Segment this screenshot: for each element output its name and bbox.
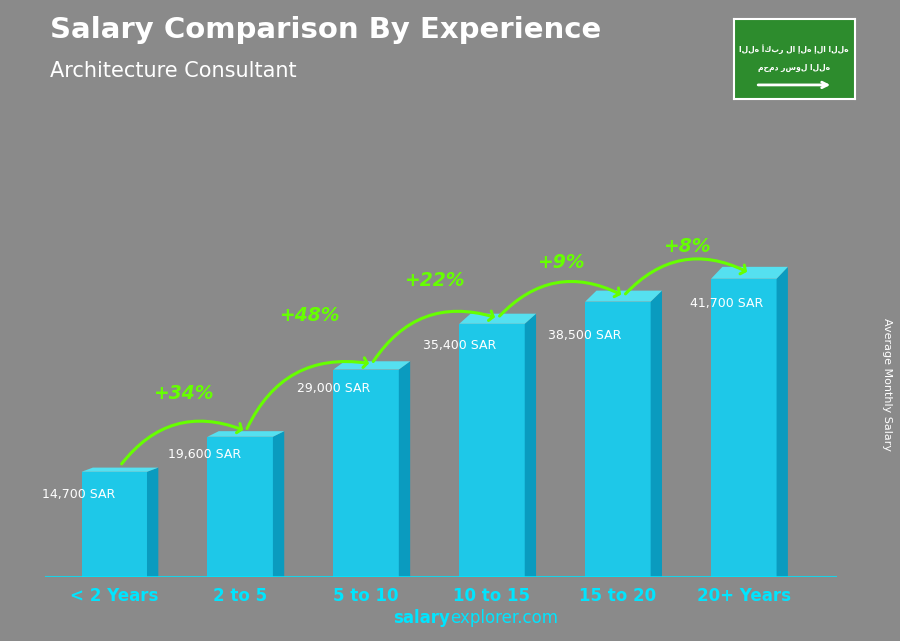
Text: +48%: +48%: [278, 306, 339, 326]
Polygon shape: [333, 362, 410, 370]
Text: 29,000 SAR: 29,000 SAR: [297, 382, 370, 395]
Polygon shape: [399, 362, 410, 577]
Text: 19,600 SAR: 19,600 SAR: [168, 448, 241, 461]
Text: 38,500 SAR: 38,500 SAR: [548, 329, 622, 342]
Text: salary: salary: [393, 609, 450, 627]
Polygon shape: [333, 370, 399, 577]
Text: 35,400 SAR: 35,400 SAR: [423, 339, 496, 352]
Polygon shape: [207, 431, 284, 437]
Text: +22%: +22%: [404, 271, 465, 290]
Text: 41,700 SAR: 41,700 SAR: [689, 297, 763, 310]
Polygon shape: [207, 437, 273, 577]
Polygon shape: [777, 267, 788, 577]
Polygon shape: [82, 467, 158, 472]
Polygon shape: [459, 313, 536, 324]
Polygon shape: [525, 313, 536, 577]
Text: الله أكبر لا إله إلا الله: الله أكبر لا إله إلا الله: [740, 44, 849, 54]
Polygon shape: [147, 467, 158, 577]
Text: Architecture Consultant: Architecture Consultant: [50, 61, 296, 81]
Polygon shape: [585, 302, 651, 577]
Polygon shape: [459, 324, 525, 577]
Polygon shape: [273, 431, 284, 577]
Text: 14,700 SAR: 14,700 SAR: [42, 488, 115, 501]
Text: +8%: +8%: [662, 237, 710, 256]
Text: explorer.com: explorer.com: [450, 609, 558, 627]
Polygon shape: [711, 267, 788, 279]
Text: Average Monthly Salary: Average Monthly Salary: [881, 318, 892, 451]
Text: +9%: +9%: [537, 253, 584, 272]
Text: +34%: +34%: [153, 385, 213, 403]
Text: Salary Comparison By Experience: Salary Comparison By Experience: [50, 16, 601, 44]
Polygon shape: [585, 290, 662, 302]
Polygon shape: [711, 279, 777, 577]
Polygon shape: [82, 472, 147, 577]
Polygon shape: [651, 290, 662, 577]
Text: محمد رسول الله: محمد رسول الله: [758, 63, 831, 72]
